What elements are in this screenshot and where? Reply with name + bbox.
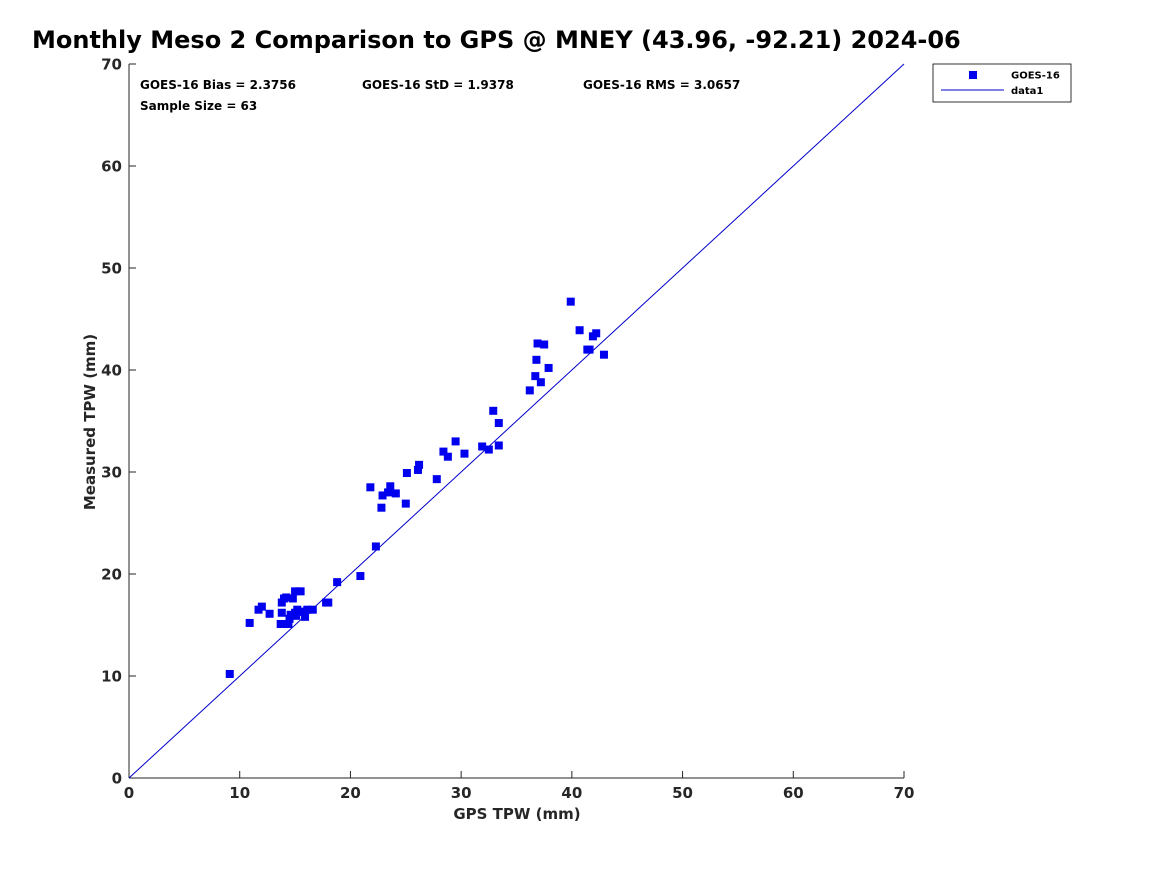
data-point [494,419,503,428]
y-tick-label: 10 [101,668,122,686]
data-point [288,594,297,603]
data-point [276,619,285,628]
data-point [303,605,312,614]
data-point [592,329,601,338]
bias-stat: GOES-16 Bias = 2.3756 [140,78,296,92]
y-tick-label: 40 [101,362,122,380]
data-point [356,572,365,581]
legend: GOES-16 data1 [932,63,1072,103]
x-tick-label: 30 [451,784,472,802]
data-point [544,363,553,372]
data-point [489,406,498,415]
rms-stat: GOES-16 RMS = 3.0657 [583,78,740,92]
data-point [575,326,584,335]
data-point [402,469,411,478]
data-point [432,475,441,484]
data-point [277,608,286,617]
data-point [257,602,266,611]
data-point [291,587,300,596]
data-point [384,488,393,497]
data-point [401,499,410,508]
axes: 0 10 20 30 40 50 60 70 0 10 20 30 40 50 60 70 [101,56,914,803]
data-point [296,587,305,596]
data-point [536,378,545,387]
data-point [439,447,448,456]
x-tick-label: 10 [229,784,250,802]
data-point [277,598,286,607]
y-tick-label: 20 [101,566,122,584]
y-tick-label: 70 [101,56,122,74]
x-tick-label: 40 [561,784,582,802]
data-point [599,350,608,359]
x-tick-label: 70 [894,784,915,802]
data-point [531,372,540,381]
data-point [285,614,294,623]
data-point [366,483,375,492]
data-point [245,618,254,627]
y-tick-label: 60 [101,158,122,176]
data-point [377,503,386,512]
chart-title: Monthly Meso 2 Comparison to GPS @ MNEY … [32,26,961,54]
data-point [566,297,575,306]
data-point [301,612,310,621]
data-point [284,619,293,628]
data-point [585,345,594,354]
data-point [265,609,274,618]
data-point [333,578,342,587]
data-point [324,598,333,607]
data-point [415,460,424,469]
x-tick-label: 50 [672,784,693,802]
y-tick-label: 30 [101,464,122,482]
x-tick-label: 20 [340,784,361,802]
y-tick-label: 0 [112,770,122,788]
data-point [292,611,301,620]
data-point [525,386,534,395]
data-point [460,449,469,458]
reference-line-layer [128,63,905,779]
one-to-one-line [128,63,905,779]
data-point [282,593,291,602]
data-point [443,452,452,461]
y-axis-label: Measured TPW (mm) [81,334,99,510]
data-point [225,669,234,678]
data-points [225,297,608,678]
data-point [540,340,549,349]
data-point [391,489,400,498]
y-tick-label: 50 [101,260,122,278]
data-point [378,491,387,500]
x-tick-label: 0 [124,784,134,802]
legend-marker-goes16 [969,71,977,79]
data-point [413,465,422,474]
legend-box [932,63,1072,103]
data-point [386,482,395,491]
data-point [484,445,493,454]
x-tick-label: 60 [783,784,804,802]
data-point [532,355,541,364]
data-point [308,605,317,614]
legend-label-data1: data1 [1011,86,1043,97]
data-point [371,542,380,551]
sample-size-stat: Sample Size = 63 [140,99,257,113]
std-stat: GOES-16 StD = 1.9378 [362,78,514,92]
legend-label-goes16: GOES-16 [1011,71,1060,82]
data-point [494,441,503,450]
data-point [286,610,295,619]
data-point [478,442,487,451]
data-point [533,339,542,348]
data-point [298,607,307,616]
data-point [451,437,460,446]
x-axis-label: GPS TPW (mm) [453,805,580,823]
